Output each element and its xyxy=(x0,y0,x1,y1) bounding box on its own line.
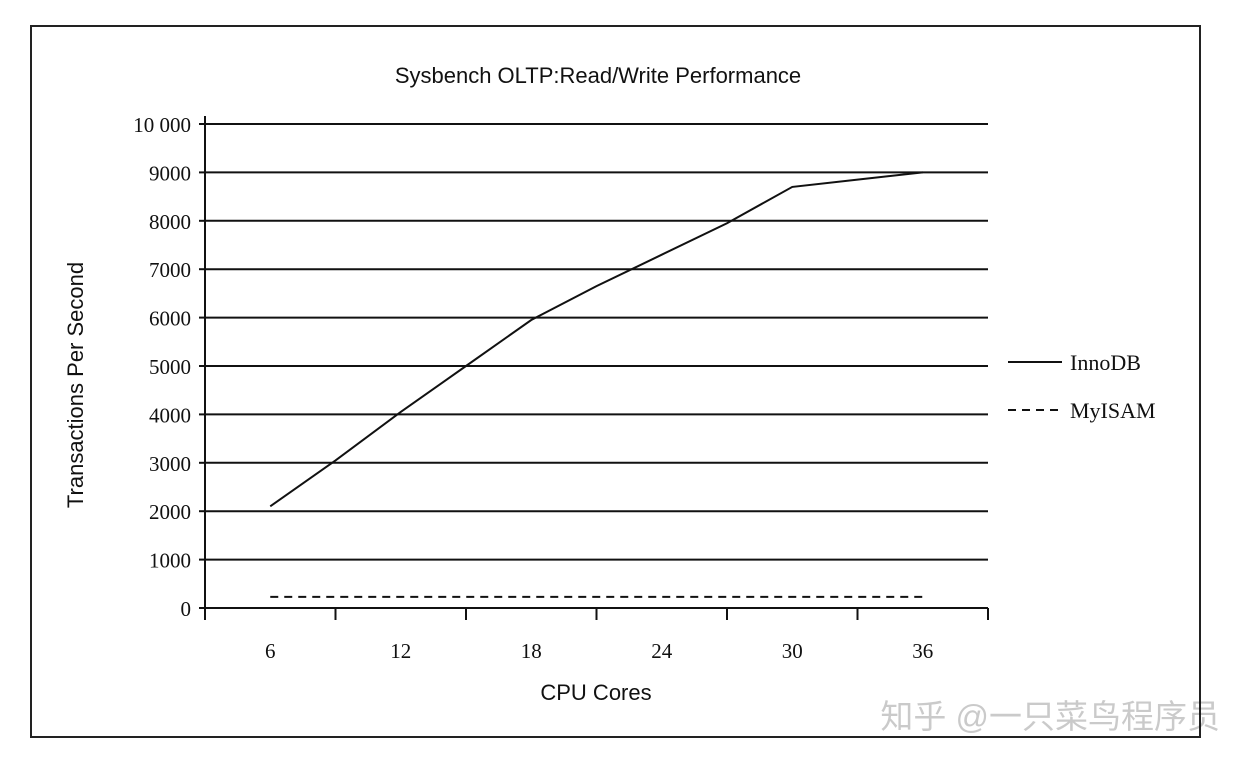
x-tick-label: 36 xyxy=(912,639,933,663)
x-tick-label: 18 xyxy=(521,639,542,663)
y-axis-label: Transactions Per Second xyxy=(63,262,88,508)
legend-label: InnoDB xyxy=(1070,350,1141,375)
y-tick-label: 7000 xyxy=(149,258,191,282)
y-tick-label: 5000 xyxy=(149,355,191,379)
y-tick-labels: 0 1000 2000 3000 4000 5000 6000 7000 8000 9000 10 … xyxy=(133,113,191,621)
x-tick-label: 6 xyxy=(265,639,276,663)
series-line-innodb xyxy=(269,171,923,508)
x-tick-label: 24 xyxy=(651,639,673,663)
y-tick-label: 6000 xyxy=(149,307,191,331)
legend-label: MyISAM xyxy=(1070,398,1156,423)
legend: InnoDB MyISAM xyxy=(1008,350,1156,423)
x-axis-label: CPU Cores xyxy=(540,680,651,705)
gridlines xyxy=(205,123,988,561)
y-tick-label: 8000 xyxy=(149,210,191,234)
y-tick-label: 2000 xyxy=(149,500,191,524)
y-tick-label: 10 000 xyxy=(133,113,191,137)
x-tick-label: 30 xyxy=(782,639,803,663)
watermark: 知乎 @一只菜鸟程序员 xyxy=(880,698,1220,735)
x-tick-label: 12 xyxy=(390,639,411,663)
axes xyxy=(199,116,989,620)
x-tick-labels: 6 12 18 24 30 36 xyxy=(265,639,933,663)
y-tick-label: 9000 xyxy=(149,161,191,185)
series xyxy=(269,171,923,598)
chart-frame xyxy=(30,25,1201,738)
y-tick-label: 4000 xyxy=(149,403,191,427)
y-tick-label: 1000 xyxy=(149,549,191,573)
y-tick-label: 0 xyxy=(181,597,192,621)
watermark-text: 知乎 @一只菜鸟程序员 xyxy=(880,698,1220,735)
chart-title: Sysbench OLTP:Read/Write Performance xyxy=(395,63,801,88)
y-tick-label: 3000 xyxy=(149,452,191,476)
